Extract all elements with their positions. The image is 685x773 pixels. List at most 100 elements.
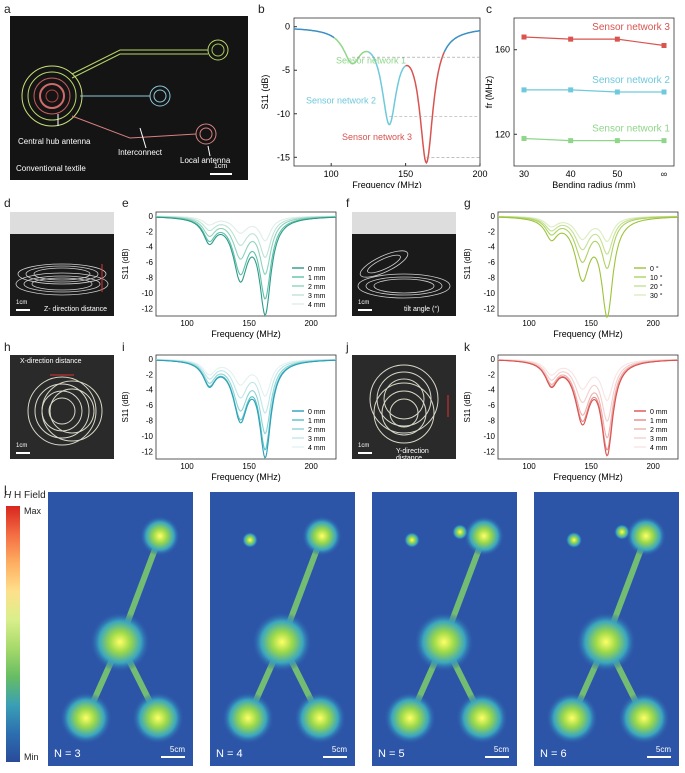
scale-label: 5cm	[331, 745, 347, 754]
series-point	[568, 36, 574, 42]
series-point	[521, 136, 527, 142]
x-tick-label: 40	[566, 169, 576, 179]
y-tick-label: 0	[491, 355, 496, 364]
legend-label: 1 mm	[650, 418, 668, 425]
y-tick-label: -10	[277, 109, 290, 119]
scale-label: 5cm	[655, 745, 671, 754]
coil-y-offset-illustration	[358, 364, 449, 454]
series-line-4	[156, 215, 336, 242]
scale-bar	[323, 756, 347, 758]
antenna-field	[414, 612, 474, 672]
panel-letter-k: k	[464, 340, 470, 354]
s11-curve-segment-2	[368, 51, 407, 126]
legend-label: 1 mm	[308, 275, 326, 282]
y-tick-label: 160	[495, 45, 510, 55]
panel-n-label: N = 4	[216, 748, 243, 760]
series-point	[521, 34, 527, 40]
y-tick-label: -8	[146, 273, 154, 282]
series-line-0	[498, 359, 678, 457]
scale-label: 1cm	[358, 300, 370, 306]
series-line-2	[156, 216, 336, 276]
y-tick-label: 0	[285, 22, 290, 32]
legend-label: 30 °	[650, 292, 663, 300]
series-point	[568, 87, 574, 93]
scale-label: 5cm	[493, 745, 509, 754]
antenna-field	[618, 692, 670, 744]
panel-n-label: N = 5	[378, 748, 405, 760]
legend-label: 4 mm	[308, 302, 326, 309]
x-tick-label: 200	[472, 169, 487, 179]
series-point	[661, 138, 667, 144]
y-axis-label: S11 (dB)	[463, 248, 472, 279]
series-line-4	[156, 358, 336, 397]
plot-frame	[293, 17, 481, 167]
legend-label: 2 mm	[308, 427, 326, 434]
series-line-0	[523, 36, 665, 47]
s11-curve-segment-1	[333, 37, 369, 65]
series-line-2	[497, 215, 678, 255]
y-tick-label: 0	[491, 212, 496, 221]
y-tick-label: -4	[146, 243, 154, 252]
chart-k: 100 150 200 0 -2 -4 -6 -8 -10 -12 Frequency (MHz) S…	[463, 354, 679, 482]
panel-letter-l: l	[4, 483, 7, 497]
series-point	[661, 42, 667, 48]
series-line-4	[497, 358, 678, 402]
annotation-sensor-network-3: Sensor network 3	[342, 132, 412, 142]
antenna-field	[626, 516, 666, 556]
scale-label: 1cm	[358, 443, 370, 449]
legend-label: 2 mm	[308, 284, 326, 291]
series-point	[661, 89, 667, 95]
x-axis-label: Frequency (MHz)	[352, 180, 422, 188]
coil-x-offset-illustration	[16, 374, 103, 454]
series-label: Sensor network 3	[592, 22, 670, 33]
antenna-field	[222, 692, 274, 744]
field-panel-4: N = 4 5cm	[210, 492, 355, 766]
x-tick-label: 200	[304, 319, 318, 328]
y-axis-label: S11 (dB)	[121, 248, 130, 279]
scale-label: 5cm	[169, 745, 185, 754]
antenna-field	[302, 516, 342, 556]
x-tick-label: 100	[180, 462, 194, 471]
legend-label: 3 mm	[308, 436, 326, 443]
y-tick-label: -4	[488, 243, 496, 252]
legend-label: 4 mm	[308, 445, 326, 452]
plot-frame	[497, 211, 679, 317]
coil-tilt-illustration	[357, 250, 451, 311]
x-tick-label: 100	[522, 319, 536, 328]
legend-label: 10 °	[650, 274, 663, 282]
extra-antenna-field	[566, 532, 582, 548]
panel-letter-i: i	[122, 340, 125, 354]
series-line-1	[524, 89, 664, 93]
scale-bar	[161, 756, 185, 758]
y-tick-label: -12	[483, 447, 495, 456]
y-axis-label: S11 (dB)	[463, 391, 472, 422]
chart-e: 100 150 200 0 -2 -4 -6 -8 -10 -12 Frequency (MHz) S…	[121, 211, 337, 339]
field-map	[60, 516, 184, 744]
field-panel-6: N = 6 5cm	[534, 492, 679, 766]
colorbar-max-label: Max	[24, 506, 42, 516]
s11-curve-segment-0	[293, 28, 335, 39]
y-tick-label: -6	[488, 401, 496, 410]
plot-frame	[497, 354, 679, 460]
photo-j: 1cm Y-direction distance	[352, 355, 456, 462]
y-tick-label: -2	[146, 370, 154, 379]
x-tick-label: 150	[584, 319, 598, 328]
annotation-sensor-network-1: Sensor network 1	[336, 55, 406, 65]
extra-antenna-field	[242, 532, 258, 548]
plot-frame	[513, 17, 675, 167]
y-tick-label: -6	[488, 258, 496, 267]
interconnect-label: Interconnect	[118, 148, 163, 157]
antenna-field	[546, 692, 598, 744]
legend-label: 0 mm	[650, 409, 668, 416]
field-map	[384, 516, 508, 744]
legend-label: 3 mm	[650, 436, 668, 443]
antenna-field	[132, 692, 184, 744]
x-tick-label: 100	[324, 169, 339, 179]
y-axis-label: fr (MHz)	[484, 76, 494, 109]
y-tick-label: -5	[282, 65, 290, 75]
panel-letter-d: d	[4, 196, 11, 210]
plot-frame	[155, 354, 337, 460]
y-tick-label: -12	[141, 447, 153, 456]
x-tick-label: 100	[180, 319, 194, 328]
photo-a: Central hub antenna Interconnect Local a…	[10, 16, 248, 180]
